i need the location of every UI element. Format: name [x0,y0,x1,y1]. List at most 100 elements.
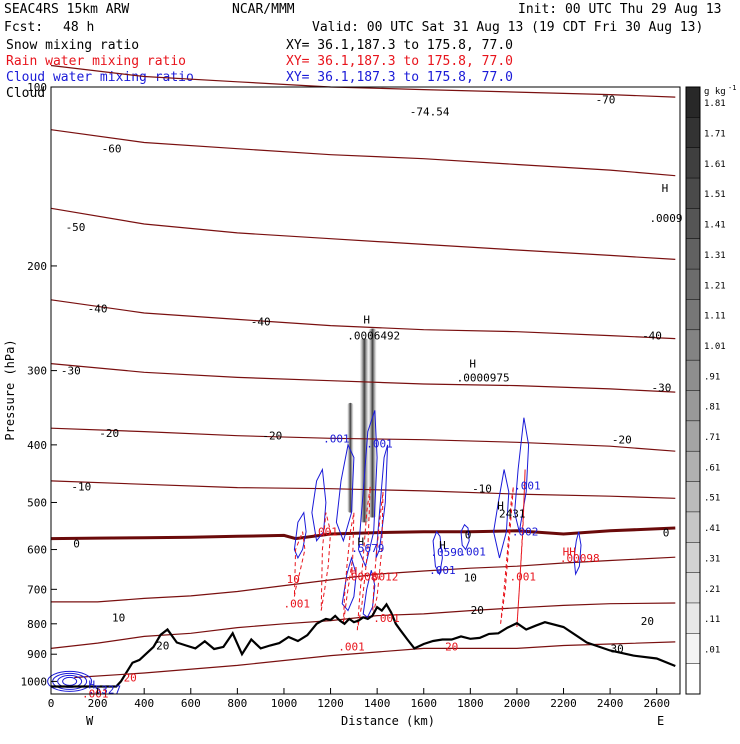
colorbar-level: 1.31 [704,251,726,261]
cloud-water-contour-4 [375,444,389,559]
y-axis-label: Pressure (hPa) [3,339,17,440]
isotherm--20 [50,427,676,452]
snow-column-1 [368,328,377,518]
terrain-profile [51,602,676,688]
field-name-2: Cloud water mixing ratio [6,70,194,85]
isotherm-label: -30 [651,381,671,394]
annotation-label: .0008 [344,571,377,584]
colorbar-swatch [686,663,700,695]
colorbar-swatch [686,451,700,483]
field-xy-2: XY= 36.1,187.3 to 175.8, 77.0 [286,70,513,85]
colorbar-swatch [686,87,700,118]
annotation-label: H [363,313,370,326]
isotherm-label: -60 [102,143,122,156]
annotation-label: H [351,565,358,578]
rain-contour-3 [356,486,371,631]
annotation-label: 20 [445,641,458,654]
cloud-water-contour-11 [573,531,582,576]
isotherm-label: -20 [612,434,632,447]
field-name-0: Snow mixing ratio [6,38,139,53]
y-tick-label: 700 [27,583,47,596]
isotherm-label: -40 [251,316,271,329]
colorbar-swatch [686,572,700,604]
colorbar-swatch [686,390,700,422]
annotation-label: H [439,539,446,552]
center-name: NCAR/MMM [232,2,295,17]
x-tick-label: 1400 [364,697,391,710]
y-tick-label: 300 [27,365,47,378]
x-tick-label: 2600 [643,697,670,710]
isotherm-label: -40 [642,330,662,343]
isotherm-label: 10 [112,611,125,624]
annotation-label: .00098 [560,552,600,565]
snow-column-2 [347,402,354,513]
annotation-label: .5679 [351,542,384,555]
cloud-water-contour-2 [335,443,355,543]
colorbar-swatch [686,329,700,361]
y-tick-label: 200 [27,260,47,273]
colorbar-swatch [686,603,700,634]
x-tick-label: 1800 [457,697,484,710]
annotation-label: .001 [373,612,400,625]
x-axis-label: Distance (km) [341,714,435,728]
isotherm-label: -10 [71,481,91,494]
isotherm--30 [50,363,676,393]
field-xy-1: XY= 36.1,187.3 to 175.8, 77.0 [286,54,513,69]
colorbar-level: .11 [704,615,720,625]
colorbar-unit-exponent: -1 [728,84,736,92]
x-tick-label: 1600 [410,697,437,710]
y-tick-label: 600 [27,544,47,557]
west-label: W [86,714,94,728]
x-tick-label: 2200 [550,697,577,710]
colorbar-swatch [686,360,700,392]
colorbar: 1.81 1.71 1.61 1.51 1.41 1.31 1.21 1.11 1.01 .91.… [685,86,726,695]
y-tick-label: 900 [27,648,47,661]
y-tick-label: 500 [27,496,47,509]
east-label: E [657,714,664,728]
colorbar-swatch [686,208,700,240]
colorbar-swatch [686,299,700,331]
colorbar-level: .71 [704,433,720,443]
isotherm-label: 0 [73,537,80,550]
annotation-label: .0009 [649,212,682,225]
colorbar-swatch [686,269,700,300]
y-tick-label: 100 [27,81,47,94]
terrain-line [51,602,676,688]
colorbar-level: 1.71 [704,130,726,140]
annotation-label: .0000975 [457,371,510,384]
isotherm--40 [50,299,676,340]
colorbar-level: 1.21 [704,281,726,291]
valid-time: Valid: 00 UTC Sat 31 Aug 13 (19 CDT Fri … [312,20,703,35]
cloud-water-contour-7 [432,530,443,576]
annotation-label: H [497,500,504,513]
annotation-label: .001 [510,571,537,584]
forecast-label: Fcst: [4,20,43,35]
colorbar-level: 1.61 [704,160,726,170]
y-tick-label: 800 [27,618,47,631]
colorbar-swatch [686,178,700,209]
annotation-label: 20 [124,672,137,685]
annotation-label: .002 [512,526,539,539]
colorbar-swatch [686,117,700,149]
contour-labels: -70 -60 -50 -40 -40 -40 -30 -30 -20 -20 -20 -10 -10 0… [61,94,671,656]
isotherm-label: -70 [596,94,616,107]
snow-shading-layer [347,328,377,523]
isotherm--10 [50,480,676,499]
rain-contour-6 [516,469,526,628]
cloud-water-contour-5 [341,556,357,612]
cloud-water-contour-10 [514,417,530,532]
cloud-water-contour-6 [362,570,376,619]
colorbar-swatch [686,238,700,270]
isotherm-label: -50 [66,221,86,234]
annotation-label: 10 [287,573,300,586]
axes: 0 200 400 600 800 1000 1200 1400 1600 1800 2000 220… [21,81,670,710]
y-tick-label: 1000 [21,675,48,688]
colorbar-level: .21 [704,585,720,595]
isotherm-label: -20 [262,430,282,443]
colorbar-swatch [686,147,700,179]
colorbar-level: .41 [704,524,720,534]
colorbar-swatch [686,511,700,543]
isotherm--70 [50,64,676,98]
annotation-label: .001 [459,545,486,558]
rain-contour-5 [500,486,514,624]
